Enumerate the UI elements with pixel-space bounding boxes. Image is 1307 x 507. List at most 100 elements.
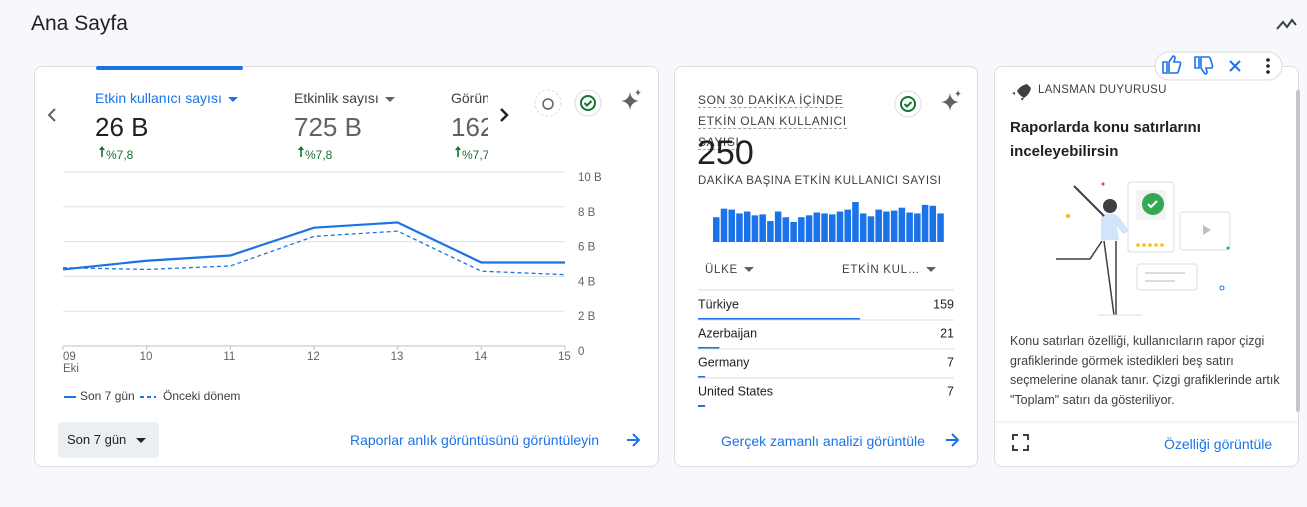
bar [844,209,851,242]
badge-icon[interactable] [534,89,562,117]
bar [774,211,782,242]
table-header-text: ETKİN KUL… [842,264,920,276]
x-tick-label: 14 [474,351,487,363]
metric-label: Etkinlik sayısı [294,90,379,106]
page-title: Ana Sayfa [31,12,128,35]
close-icon[interactable] [1229,60,1241,72]
bar [728,209,735,242]
link-arrow [627,433,641,447]
y-tick-label: 2 B [578,311,596,323]
per-minute-label: DAKİKA BAŞINA ETKİN KULLANICI SAYISI [698,175,942,187]
x-tick-label: 15 [558,351,571,363]
x-tick-label: 11 [223,351,235,363]
thumbs-up[interactable] [1162,55,1182,74]
y-tick-label: 6 B [578,242,596,254]
bar [798,217,805,242]
x-tick-label: 13 [391,351,404,363]
table-header-text: ÜLKE [705,264,738,276]
overview-card [34,66,659,467]
bar [859,213,867,242]
bar [929,205,937,242]
country-value: 7 [947,355,954,369]
active-tab-indicator [96,66,243,70]
y-tick-label: 8 B [578,207,596,219]
bar [767,221,774,242]
metric-value: 162 [451,112,488,142]
table-header[interactable]: ÜLKE [705,264,754,276]
metric-tab[interactable]: Etkin kullanıcı sayısı [95,90,238,106]
table-header[interactable]: ETKİN KUL… [842,264,936,276]
bar [743,211,751,242]
bar [805,215,813,242]
scrollbar [1296,90,1300,412]
bar [867,216,875,242]
y-tick-label: 10 B [578,172,602,184]
feature-link[interactable]: Özelliği görüntüle [1164,436,1273,452]
country-bar [698,318,860,320]
link-arrow [946,433,960,447]
rocket-icon [1012,84,1031,101]
check-icon[interactable] [574,89,602,117]
bar [751,215,759,242]
snapshot-link[interactable]: Raporlar anlık görüntüsünü görüntüleyin [350,432,600,448]
country-name: Türkiye [698,297,739,311]
bar [914,213,921,242]
bar [790,222,797,242]
series-line [62,230,566,276]
y-tick-label: 4 B [578,276,596,288]
metric-change: %7,7 [462,148,488,162]
thumbs-down[interactable] [1194,56,1214,75]
x-tick-label: 09 [63,351,76,363]
date-range-label: Son 7 gün [67,432,127,447]
expand-icon[interactable] [1012,434,1029,451]
more-icon[interactable] [1266,58,1270,74]
country-value: 7 [947,384,954,398]
metric-label: Etkin kullanıcı sayısı [95,90,222,106]
bar [829,214,836,242]
metric-tab[interactable]: Etkinlik sayısı [294,90,395,106]
realtime-title: SON 30 DAKİKA İÇİNDE ETKİN OLAN KULLANIC… [698,90,883,153]
country-name: Germany [698,355,750,369]
country-value: 21 [940,326,954,340]
bar [883,211,890,242]
x-tick-label: 12 [307,351,320,363]
country-bar [698,347,720,349]
metric-change: %7,8 [106,148,134,162]
legend-label: Son 7 gün [80,389,135,403]
illustration [1056,181,1231,316]
bar [720,208,728,242]
announcement-heading: Raporlarda konu satırlarını inceleyebili… [1010,119,1201,160]
insights-top-icon[interactable] [1276,18,1297,30]
next-arrow[interactable] [500,108,509,122]
bar [821,213,828,242]
bar [813,212,821,242]
prev-arrow[interactable] [47,108,56,122]
series-line [62,221,565,271]
bar [782,217,790,242]
country-bar [698,405,706,407]
bar [852,202,859,242]
country-bar [698,376,706,378]
insights-icon[interactable] [621,89,641,110]
country-value: 159 [933,297,954,311]
announcement-body: Konu satırları özelliği, kullanıcıların … [1010,334,1280,407]
realtime-link[interactable]: Gerçek zamanlı analizi görüntüle [721,433,925,449]
bar [875,209,882,242]
bar [836,211,844,242]
realtime-card [674,66,978,467]
metric-tab[interactable]: Görün [451,90,488,106]
up-arrows [99,146,461,157]
bar [906,212,913,242]
check-icon[interactable] [894,90,922,118]
country-name: Azerbaijan [698,326,757,340]
insights-icon[interactable] [941,90,961,111]
date-range-button[interactable]: Son 7 gün [58,422,159,458]
bar [759,214,766,242]
bar [890,210,898,242]
bar [921,204,929,242]
announcement-label: LANSMAN DUYURUSU [1038,84,1167,96]
legend-label: Önceki dönem [163,389,240,403]
metric-value: 26 B [95,112,149,142]
